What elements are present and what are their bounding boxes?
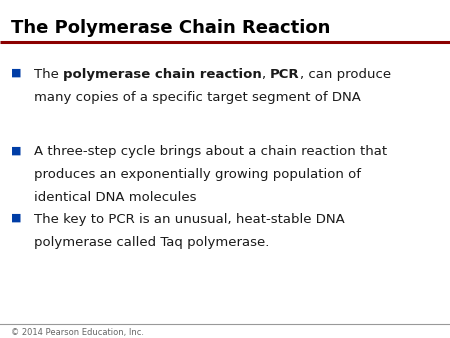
Text: ■: ■ [11,145,22,155]
Text: ,: , [261,68,270,80]
Text: ■: ■ [11,213,22,223]
Text: many copies of a specific target segment of DNA: many copies of a specific target segment… [34,91,360,103]
Text: produces an exponentially growing population of: produces an exponentially growing popula… [34,168,361,181]
Text: polymerase chain reaction: polymerase chain reaction [63,68,261,80]
Text: identical DNA molecules: identical DNA molecules [34,191,196,204]
Text: The: The [34,68,63,80]
Text: © 2014 Pearson Education, Inc.: © 2014 Pearson Education, Inc. [11,328,144,337]
Text: A three-step cycle brings about a chain reaction that: A three-step cycle brings about a chain … [34,145,387,158]
Text: The key to PCR is an unusual, heat-stable DNA: The key to PCR is an unusual, heat-stabl… [34,213,345,226]
Text: polymerase called Taq polymerase.: polymerase called Taq polymerase. [34,236,269,249]
Text: The Polymerase Chain Reaction: The Polymerase Chain Reaction [11,19,331,37]
Text: , can produce: , can produce [300,68,391,80]
Text: ■: ■ [11,68,22,78]
Text: PCR: PCR [270,68,300,80]
